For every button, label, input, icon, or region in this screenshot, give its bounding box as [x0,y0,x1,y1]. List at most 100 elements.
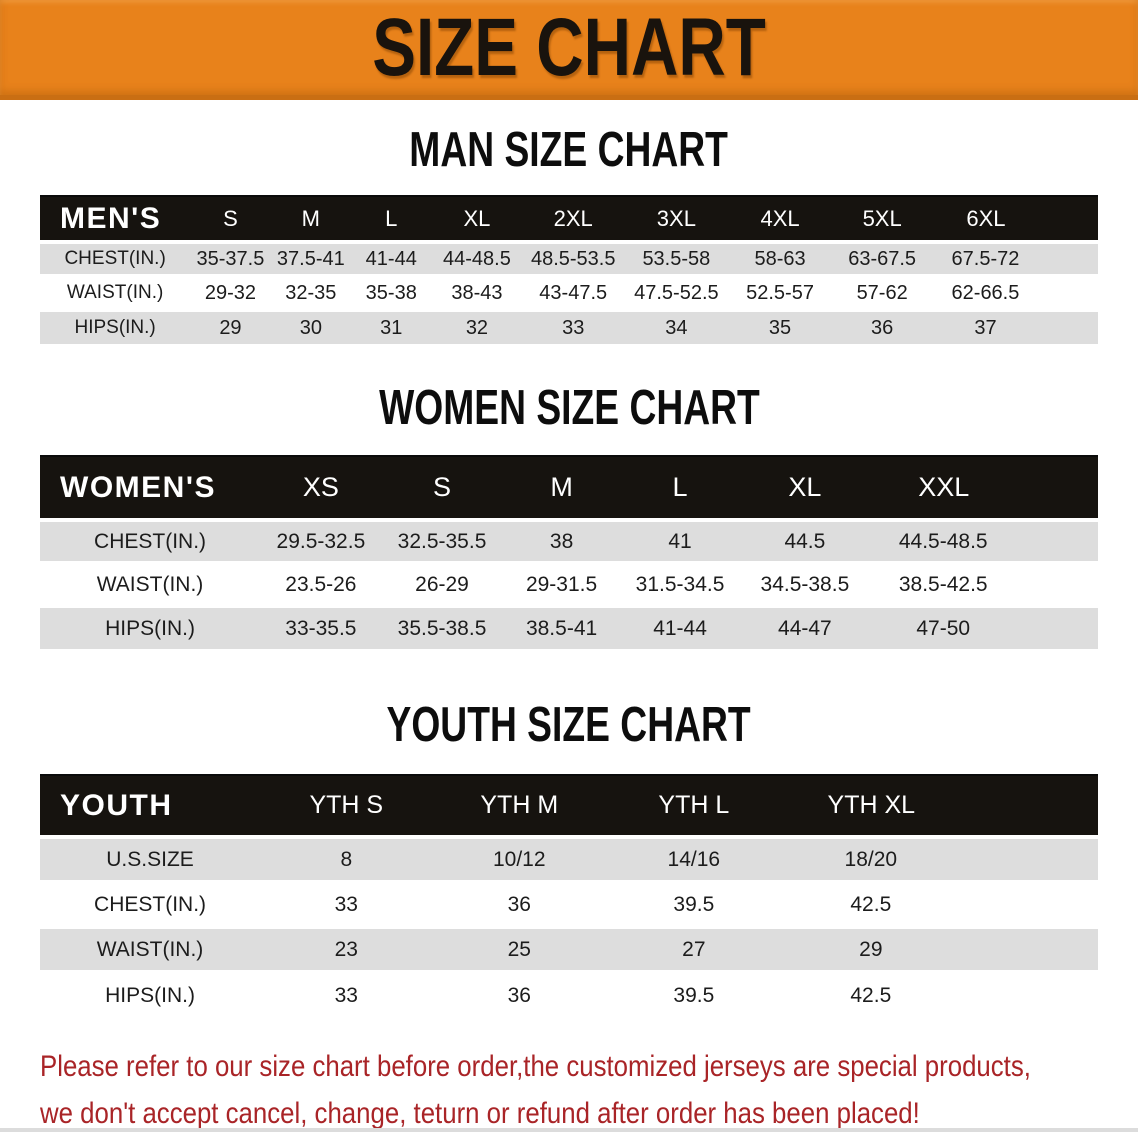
table-corner-label: MEN'S [40,195,191,243]
disclaimer: Please refer to our size chart before or… [40,1043,1138,1130]
size-value-cell: 35.5-38.5 [381,604,503,649]
row-label: HIPS(IN.) [40,970,261,1017]
size-value-cell: 35 [728,308,832,344]
size-value-cell: 26-29 [381,561,503,606]
size-column-header: S [381,455,503,521]
size-column-header: 6XL [932,195,1098,243]
size-value-cell: 42.5 [781,880,1098,927]
women-size-heading: WOMEN SIZE CHART [0,344,1138,455]
size-value-cell: 48.5-53.5 [522,240,624,276]
row-label: WAIST(IN.) [40,925,261,972]
size-value-cell: 62-66.5 [932,274,1098,310]
man-size-section: MAN SIZE CHART MEN'S S M L XL 2XL 3XL 4XL 5XL 6XL… [0,100,1138,344]
size-value-cell: 38 [502,518,621,563]
size-column-header: XXL [870,455,1098,521]
youth-size-heading-text: YOUTH SIZE CHART [386,698,752,752]
man-size-heading: MAN SIZE CHART [0,100,1138,195]
size-value-cell: 29 [781,925,1098,972]
size-value-cell: 10/12 [432,835,607,882]
size-column-header: XL [431,195,523,243]
size-column-header: YTH S [260,774,433,838]
row-label: WAIST(IN.) [40,561,261,606]
size-value-cell: 39.5 [606,970,782,1017]
measurement-row: HIPS(IN.) 33 36 39.5 42.5 [40,970,1098,1017]
size-value-cell: 47-50 [870,604,1098,649]
banner: SIZE CHART [0,0,1138,100]
size-value-cell: 42.5 [781,970,1098,1017]
size-value-cell: 33-35.5 [260,604,382,649]
women-size-section: WOMEN SIZE CHART WOMEN'S XS S M L XL XXL CHEST(… [0,344,1138,649]
size-column-header: 5XL [831,195,933,243]
size-value-cell: 29-32 [190,274,271,310]
size-value-cell: 29 [190,308,271,344]
size-value-cell: 52.5-57 [728,274,832,310]
table-header-row: YOUTH YTH S YTH M YTH L YTH XL [40,774,1098,838]
size-value-cell: 34 [624,308,729,344]
size-value-cell: 38.5-41 [502,604,621,649]
size-value-cell: 58-63 [728,240,832,276]
size-value-cell: 67.5-72 [932,240,1098,276]
size-value-cell: 8 [260,835,433,882]
size-value-cell: 35-38 [351,274,432,310]
row-label: CHEST(IN.) [40,240,191,276]
size-value-cell: 35-37.5 [190,240,271,276]
youth-size-table: YOUTH YTH S YTH M YTH L YTH XL U.S.SIZE 8 10/12… [40,774,1098,1017]
disclaimer-line-2: we don't accept cancel, change, teturn o… [40,1097,920,1130]
size-value-cell: 36 [831,308,933,344]
row-label: CHEST(IN.) [40,518,261,563]
size-value-cell: 36 [432,880,607,927]
youth-size-section: YOUTH SIZE CHART YOUTH YTH S YTH M YTH L YTH… [0,649,1138,1017]
size-value-cell: 33 [260,880,433,927]
size-column-header: 2XL [522,195,624,243]
table-header-row: MEN'S S M L XL 2XL 3XL 4XL 5XL 6XL [40,195,1098,243]
size-column-header: L [620,455,740,521]
disclaimer-line-1: Please refer to our size chart before or… [40,1050,1031,1083]
measurement-row: WAIST(IN.) 29-32 32-35 35-38 38-43 43-47.5 47.… [40,274,1098,310]
size-value-cell: 33 [522,308,624,344]
size-column-header: YTH XL [781,774,1098,838]
size-value-cell: 41 [620,518,740,563]
size-column-header: M [270,195,352,243]
size-column-header: 3XL [624,195,729,243]
row-label: HIPS(IN.) [40,308,191,344]
size-value-cell: 41-44 [620,604,740,649]
size-value-cell: 29.5-32.5 [260,518,382,563]
size-column-header: L [351,195,432,243]
size-value-cell: 32.5-35.5 [381,518,503,563]
row-label: HIPS(IN.) [40,604,261,649]
size-value-cell: 37 [932,308,1098,344]
size-value-cell: 36 [432,970,607,1017]
size-value-cell: 32-35 [270,274,352,310]
size-value-cell: 27 [606,925,782,972]
size-value-cell: 23 [260,925,433,972]
size-value-cell: 43-47.5 [522,274,624,310]
size-column-header: XS [260,455,382,521]
size-value-cell: 32 [431,308,523,344]
size-value-cell: 25 [432,925,607,972]
size-column-header: YTH M [432,774,607,838]
measurement-row: WAIST(IN.) 23.5-26 26-29 29-31.5 31.5-34.5 34… [40,561,1098,606]
size-value-cell: 44-48.5 [431,240,523,276]
size-value-cell: 38.5-42.5 [870,561,1098,606]
size-value-cell: 39.5 [606,880,782,927]
size-value-cell: 37.5-41 [270,240,352,276]
size-value-cell: 44.5-48.5 [870,518,1098,563]
women-size-heading-text: WOMEN SIZE CHART [378,381,760,435]
size-value-cell: 47.5-52.5 [624,274,729,310]
size-value-cell: 57-62 [831,274,933,310]
size-value-cell: 14/16 [606,835,782,882]
size-column-header: S [190,195,271,243]
size-column-header: 4XL [728,195,832,243]
row-label: U.S.SIZE [40,835,261,882]
mens-size-table: MEN'S S M L XL 2XL 3XL 4XL 5XL 6XL CHEST(IN.) 35-37… [40,195,1098,344]
measurement-row: WAIST(IN.) 23 25 27 29 [40,925,1098,972]
size-column-header: XL [739,455,871,521]
size-value-cell: 30 [270,308,352,344]
measurement-row: HIPS(IN.) 33-35.5 35.5-38.5 38.5-41 41-44 44-… [40,604,1098,649]
size-value-cell: 31.5-34.5 [620,561,740,606]
womens-size-table: WOMEN'S XS S M L XL XXL CHEST(IN.) 29.5-32.5 32.5… [40,455,1098,649]
table-corner-label: WOMEN'S [40,455,261,521]
row-label: CHEST(IN.) [40,880,261,927]
size-value-cell: 63-67.5 [831,240,933,276]
